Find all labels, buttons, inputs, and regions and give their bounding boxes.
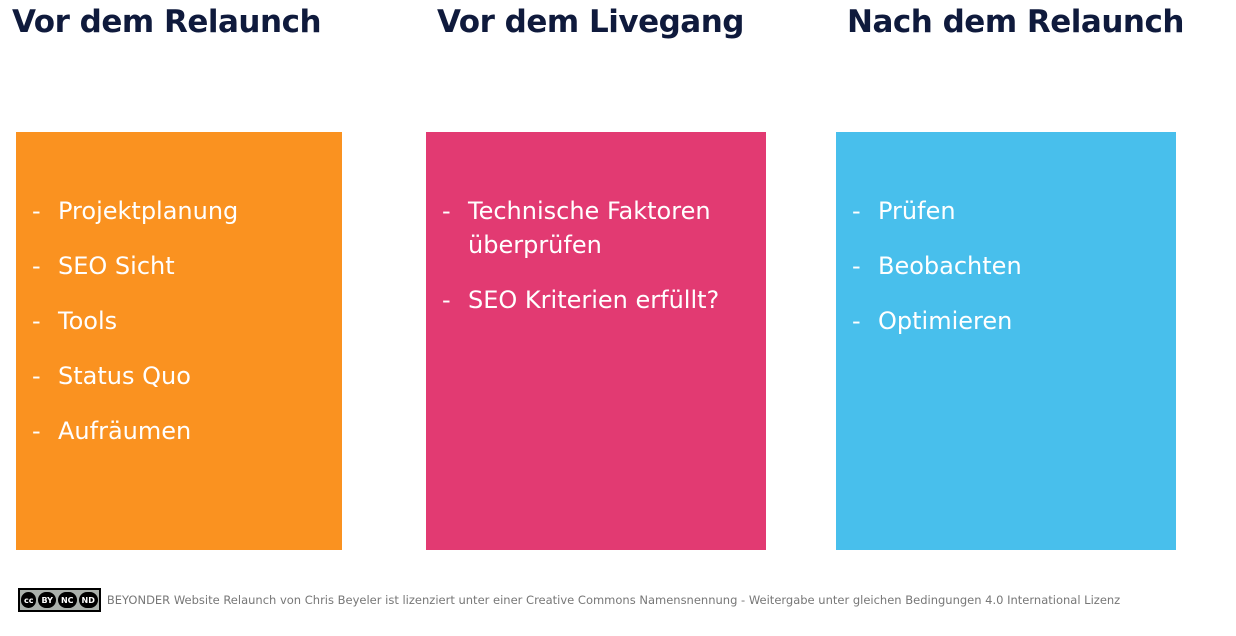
column-title: Vor dem Relaunch: [12, 4, 322, 40]
list-item: - Prüfen: [852, 194, 1166, 228]
list-marker: -: [852, 307, 861, 335]
list-item: - Technische Faktoren überprüfen: [442, 194, 756, 262]
item-text: SEO Kriterien erfüllt?: [468, 286, 720, 314]
item-text: Beobachten: [878, 252, 1022, 280]
list-marker: -: [442, 197, 451, 225]
item-list: - Prüfen - Beobachten - Optimieren: [852, 194, 1166, 359]
list-item: - Tools: [32, 304, 332, 338]
list-item: - Status Quo: [32, 359, 332, 393]
item-text: Aufräumen: [58, 417, 192, 445]
column-box: - Prüfen - Beobachten - Optimieren: [836, 132, 1176, 550]
list-marker: -: [442, 286, 451, 314]
badge-label: cc: [21, 592, 37, 608]
item-text: Optimieren: [878, 307, 1013, 335]
list-item: - SEO Sicht: [32, 249, 332, 283]
item-list: - Projektplanung - SEO Sicht - Tools - Status Q…: [32, 194, 332, 469]
list-item: - Beobachten: [852, 249, 1166, 283]
list-item: - Aufräumen: [32, 414, 332, 448]
list-marker: -: [32, 197, 41, 225]
list-marker: -: [32, 417, 41, 445]
list-marker: -: [32, 362, 41, 390]
column-title: Vor dem Livegang: [437, 4, 744, 40]
list-item: - SEO Kriterien erfüllt?: [442, 283, 756, 317]
list-marker: -: [852, 197, 861, 225]
license-badge: cc BY NC ND: [18, 588, 101, 612]
item-list: - Technische Faktoren überprüfen - SEO Krit…: [442, 194, 756, 338]
column-title: Nach dem Relaunch: [847, 4, 1184, 40]
item-text: Projektplanung: [58, 197, 239, 225]
badge-label: BY: [38, 592, 56, 608]
badge-label: NC: [57, 592, 77, 608]
item-text: Status Quo: [58, 362, 191, 390]
item-text: Tools: [58, 307, 118, 335]
list-item: - Optimieren: [852, 304, 1166, 338]
item-text: Prüfen: [878, 197, 956, 225]
column-box: - Technische Faktoren überprüfen - SEO Krit…: [426, 132, 766, 550]
footer: cc BY NC ND BEYONDER Website Relaunch von C…: [18, 588, 1120, 612]
list-item: - Projektplanung: [32, 194, 332, 228]
badge-label: ND: [78, 592, 98, 608]
footer-text: BEYONDER Website Relaunch von Chris Beye…: [106, 593, 1121, 607]
list-marker: -: [32, 252, 41, 280]
list-marker: -: [32, 307, 41, 335]
item-text: SEO Sicht: [58, 252, 175, 280]
column-box: - Projektplanung - SEO Sicht - Tools - Status Q…: [16, 132, 342, 550]
list-marker: -: [852, 252, 861, 280]
item-text: Technische Faktoren überprüfen: [468, 197, 711, 259]
